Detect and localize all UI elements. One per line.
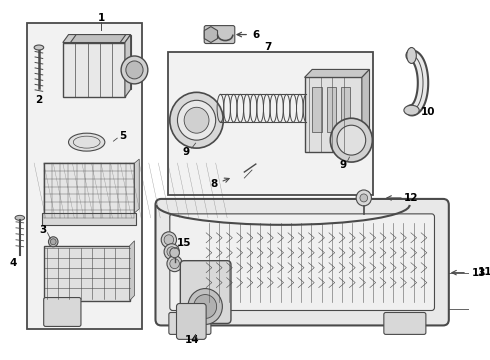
Ellipse shape bbox=[69, 133, 105, 151]
Bar bbox=[63, 42, 125, 97]
Text: 3: 3 bbox=[39, 225, 47, 235]
Circle shape bbox=[170, 248, 179, 258]
Circle shape bbox=[164, 235, 173, 245]
Circle shape bbox=[164, 244, 179, 260]
Bar bbox=[312, 87, 322, 132]
Circle shape bbox=[177, 100, 216, 140]
Bar bbox=[44, 246, 130, 301]
Ellipse shape bbox=[404, 105, 419, 115]
Circle shape bbox=[360, 194, 368, 202]
Circle shape bbox=[50, 239, 56, 245]
Circle shape bbox=[161, 232, 176, 248]
Text: 11: 11 bbox=[478, 267, 490, 277]
Circle shape bbox=[170, 259, 179, 269]
Circle shape bbox=[194, 294, 217, 319]
Circle shape bbox=[126, 61, 143, 79]
Text: 1: 1 bbox=[98, 13, 105, 23]
Polygon shape bbox=[305, 69, 369, 77]
Bar bbox=[27, 23, 142, 329]
Text: 9: 9 bbox=[339, 160, 346, 170]
Text: 9: 9 bbox=[182, 147, 190, 157]
Polygon shape bbox=[362, 69, 369, 152]
Text: 13: 13 bbox=[472, 267, 487, 278]
Text: 10: 10 bbox=[420, 107, 435, 117]
Circle shape bbox=[184, 107, 209, 133]
Text: 8: 8 bbox=[210, 179, 218, 189]
Circle shape bbox=[170, 92, 223, 148]
FancyBboxPatch shape bbox=[204, 26, 235, 44]
Text: 15: 15 bbox=[177, 238, 192, 248]
Text: 7: 7 bbox=[265, 41, 272, 51]
Circle shape bbox=[356, 190, 371, 206]
Circle shape bbox=[167, 247, 176, 257]
Bar bbox=[341, 87, 350, 132]
Ellipse shape bbox=[15, 215, 24, 220]
Bar bbox=[305, 77, 362, 152]
Text: 4: 4 bbox=[9, 258, 17, 268]
Circle shape bbox=[188, 289, 222, 324]
FancyBboxPatch shape bbox=[384, 312, 426, 334]
Text: 12: 12 bbox=[404, 193, 419, 203]
Circle shape bbox=[330, 118, 372, 162]
Bar bbox=[69, 35, 131, 89]
Polygon shape bbox=[134, 159, 139, 213]
Text: 14: 14 bbox=[184, 336, 199, 345]
Ellipse shape bbox=[407, 48, 416, 63]
Circle shape bbox=[49, 237, 58, 247]
Ellipse shape bbox=[34, 45, 44, 50]
Text: 5: 5 bbox=[120, 131, 126, 141]
FancyBboxPatch shape bbox=[176, 303, 206, 339]
FancyBboxPatch shape bbox=[155, 199, 449, 325]
Text: 6: 6 bbox=[252, 30, 259, 40]
Polygon shape bbox=[130, 241, 134, 301]
Polygon shape bbox=[71, 35, 126, 42]
FancyBboxPatch shape bbox=[170, 214, 435, 310]
Circle shape bbox=[337, 125, 366, 155]
FancyBboxPatch shape bbox=[44, 298, 81, 327]
Bar bbox=[44, 163, 134, 218]
Polygon shape bbox=[125, 35, 131, 97]
Circle shape bbox=[167, 256, 182, 272]
Bar bbox=[326, 87, 336, 132]
Circle shape bbox=[121, 56, 148, 84]
FancyBboxPatch shape bbox=[169, 312, 211, 334]
Bar bbox=[42, 213, 136, 225]
Text: 2: 2 bbox=[35, 95, 43, 105]
Bar bbox=[168, 53, 373, 195]
Polygon shape bbox=[63, 35, 131, 42]
FancyBboxPatch shape bbox=[180, 261, 231, 323]
